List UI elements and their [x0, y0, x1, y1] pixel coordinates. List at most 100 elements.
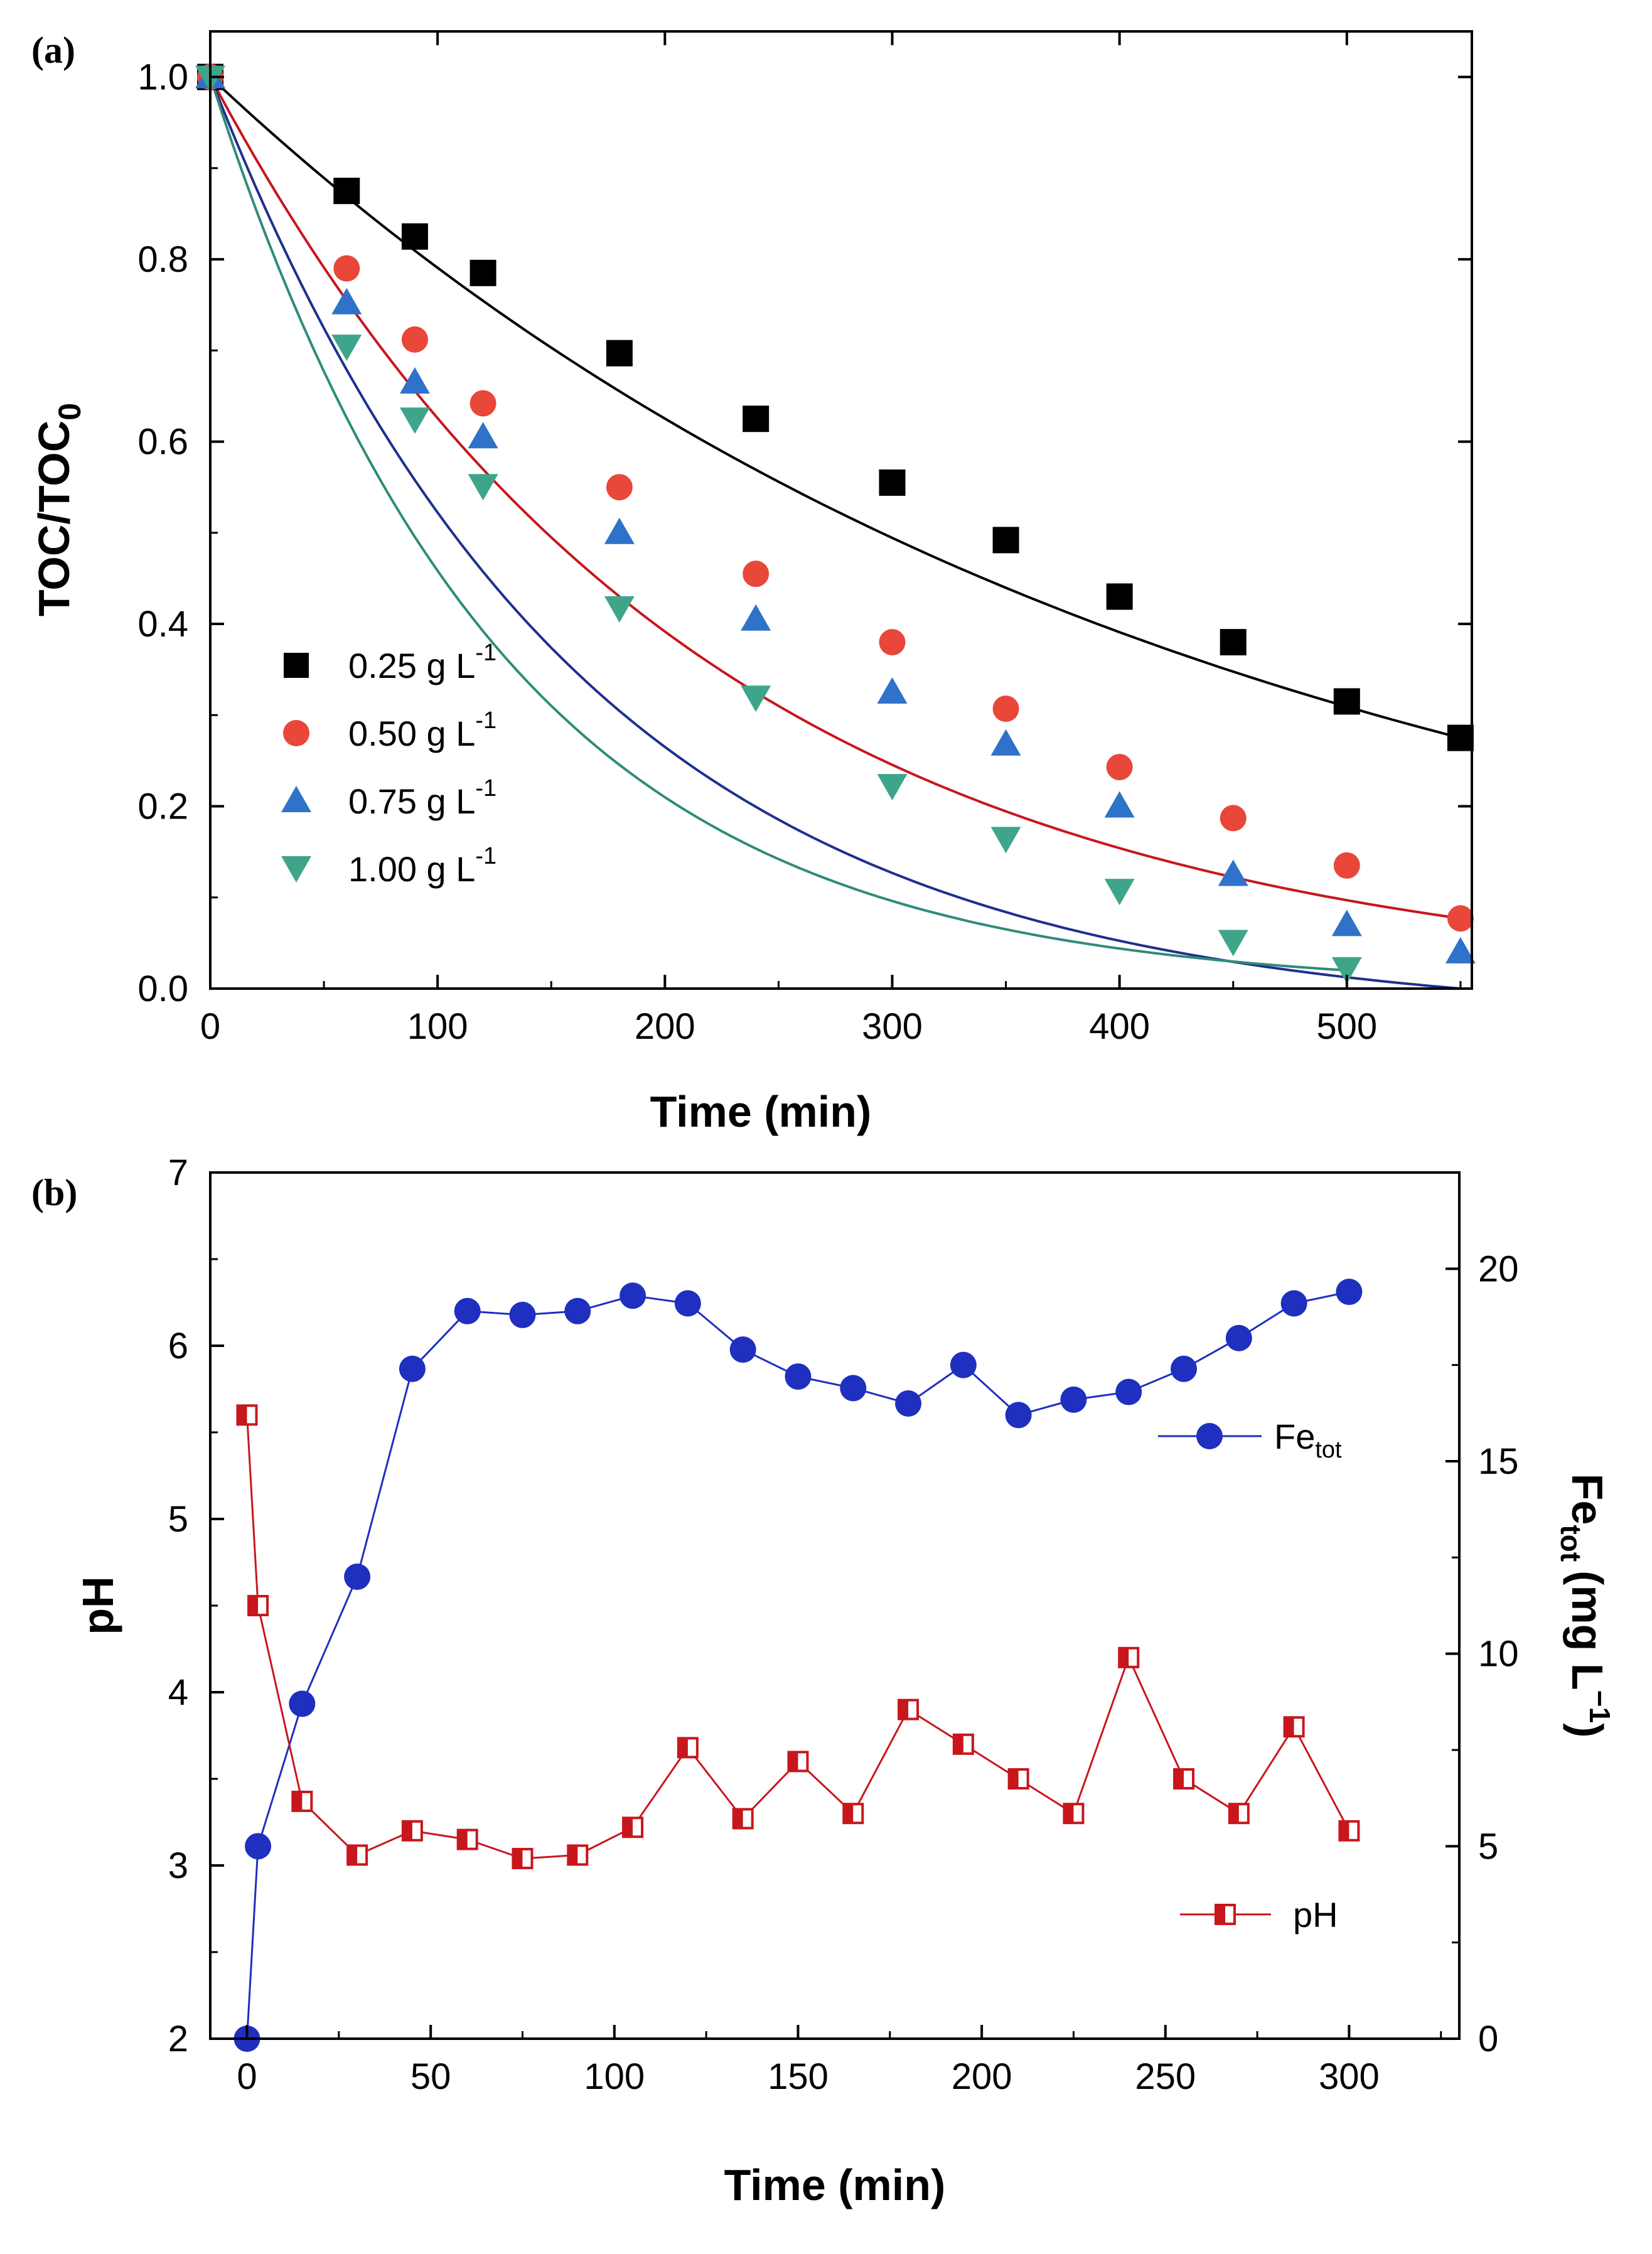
- point-ph-195-fill: [953, 1734, 963, 1754]
- panel-b-frame: [209, 1171, 1461, 2040]
- point-ph-135: [732, 1808, 754, 1830]
- panel-b-series-lines: [246, 1291, 1350, 2039]
- legend-item-ph: pH: [1180, 1895, 1338, 1935]
- panel-a-y-title-sub: 0: [52, 403, 87, 421]
- point-fe-270: [1225, 1324, 1252, 1351]
- point-0-25-g-l-120: [469, 259, 496, 286]
- point-1-00-g-l-450: [1218, 930, 1248, 957]
- point-0-25-g-l-240: [743, 405, 770, 432]
- point-ph-90: [567, 1844, 589, 1866]
- point-0-75-g-l-240: [741, 604, 771, 631]
- point-1-00-g-l-300: [877, 774, 908, 801]
- point-ph-135-fill: [733, 1809, 743, 1828]
- fit-curve-0-50-g-l: [209, 76, 1461, 920]
- point-0-75-g-l-500: [1331, 910, 1362, 936]
- point-ph-150-fill: [788, 1752, 798, 1771]
- b-xtick-label-250: 250: [1135, 2056, 1196, 2097]
- point-ph-165-fill: [844, 1804, 854, 1823]
- a-xtick-label-200: 200: [635, 1006, 695, 1047]
- point-fe-135: [729, 1336, 756, 1363]
- point-fe-15: [289, 1690, 316, 1717]
- panel-a-legend: 0.25 g L-1 0.50 g L-1 0.75 g L-1 1.00 g …: [281, 640, 496, 889]
- a-xtick-label-300: 300: [862, 1006, 923, 1047]
- fit-curve-0-75-g-l: [209, 76, 1461, 990]
- panel-b-label: (b): [31, 1172, 77, 1213]
- a-xtick-label-400: 400: [1089, 1006, 1150, 1047]
- legend-label-0-25: 0.25 g L-1: [348, 640, 496, 685]
- fit-curve-0-25-g-l: [209, 76, 1461, 739]
- point-1-00-g-l-240: [741, 685, 771, 712]
- a-xtick-label-100: 100: [407, 1006, 468, 1047]
- point-ph-75: [512, 1847, 534, 1869]
- point-fe-225: [1060, 1386, 1087, 1413]
- b-ytick-right-label-20: 20: [1478, 1248, 1519, 1289]
- point-ph-255: [1173, 1768, 1195, 1790]
- b-xtick-label-150: 150: [768, 2056, 829, 2097]
- point-fe-150: [785, 1363, 812, 1390]
- point-1-00-g-l-120: [468, 474, 498, 501]
- legend-label-0-75: 0.75 g L-1: [348, 775, 496, 821]
- panel-a-x-axis-title: Time (min): [650, 1087, 872, 1136]
- b-ytick-left-label-2: 2: [168, 2019, 188, 2059]
- legend-item-fe-tot: Fetot: [1158, 1417, 1342, 1463]
- b-xtick-label-300: 300: [1319, 2056, 1380, 2097]
- point-ph-3-fill: [249, 1596, 259, 1615]
- point-ph-180: [898, 1699, 920, 1720]
- legend-marker-ph-fill: [1216, 1905, 1225, 1924]
- right-title-sub: tot: [1555, 1525, 1587, 1562]
- legend-marker-1-00: [281, 856, 311, 883]
- panel-a-y-axis-title: TOC/TOC0: [30, 403, 87, 616]
- legend-sup-0-25: -1: [475, 640, 496, 666]
- point-fe-75: [509, 1301, 536, 1328]
- panel-a-y-title-main: TOC/TOC: [30, 421, 78, 616]
- point-fe-3: [245, 1833, 272, 1860]
- legend-sup-0-50: -1: [475, 707, 496, 734]
- legend-label-ph: pH: [1293, 1895, 1338, 1935]
- legend-sub-tot: tot: [1315, 1437, 1342, 1463]
- point-0-50-g-l-300: [879, 629, 906, 656]
- point-0-25-g-l-90: [401, 223, 428, 250]
- point-0-75-g-l-300: [877, 677, 908, 704]
- point-0-50-g-l-500: [1333, 852, 1360, 879]
- point-1-00-g-l-400: [1104, 879, 1135, 906]
- b-xtick-label-0: 0: [237, 2056, 257, 2097]
- point-0-75-g-l-120: [468, 422, 498, 449]
- b-ytick-right-label-5: 5: [1478, 1826, 1498, 1867]
- point-ph-0: [236, 1404, 258, 1426]
- legend-text-0-25: 0.25 g L: [348, 646, 475, 685]
- point-1-00-g-l-90: [399, 407, 430, 434]
- b-xtick-label-50: 50: [410, 2056, 451, 2097]
- legend-label-1-00: 1.00 g L-1: [348, 843, 496, 889]
- point-ph-0-fill: [237, 1405, 247, 1425]
- point-0-25-g-l-350: [992, 527, 1019, 554]
- point-0-50-g-l-350: [992, 695, 1019, 722]
- series-line-ph: [246, 1415, 1350, 1860]
- point-ph-300-fill: [1339, 1821, 1349, 1840]
- panel-b-x-axis-title: Time (min): [724, 2160, 946, 2209]
- point-0-50-g-l-240: [743, 561, 770, 588]
- point-ph-3: [247, 1595, 269, 1616]
- b-xtick-label-200: 200: [952, 2056, 1012, 2097]
- panel-a-fit-curves: [209, 76, 1461, 990]
- panel-b-left-axis-title: pH: [73, 1576, 122, 1634]
- point-0-50-g-l-400: [1106, 754, 1133, 781]
- point-0-50-g-l-180: [606, 474, 633, 501]
- panel-a-markers: [195, 62, 1476, 984]
- point-1-00-g-l-500: [1331, 957, 1362, 984]
- point-0-25-g-l-450: [1220, 629, 1247, 656]
- legend-marker-0-50: [283, 720, 309, 746]
- point-ph-105-fill: [623, 1818, 633, 1837]
- legend-text-0-75: 0.75 g L: [348, 781, 475, 821]
- right-title-unit: (mg L: [1563, 1570, 1612, 1690]
- legend-marker-0-75: [281, 786, 311, 812]
- panel-b-axes: 0 50 100 150 200 250 300 2 3 4 5 6 7 0 5 10 15 20: [168, 1152, 1519, 2097]
- point-fe-45: [399, 1355, 426, 1382]
- a-ytick-label-0: 0.0: [137, 969, 188, 1009]
- point-0-75-g-l-90: [399, 367, 430, 394]
- panel-b-right-axis-title: Fetot (mg L−1): [1555, 1474, 1616, 1738]
- point-fe-240: [1115, 1378, 1142, 1405]
- point-ph-270-fill: [1229, 1804, 1239, 1823]
- point-0-25-g-l-400: [1106, 583, 1133, 610]
